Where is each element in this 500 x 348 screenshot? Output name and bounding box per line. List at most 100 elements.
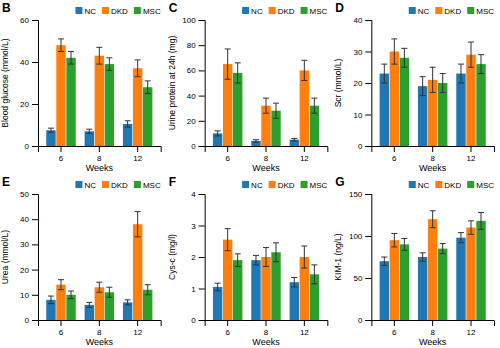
error-bar xyxy=(86,302,92,307)
y-tick: 40 xyxy=(187,92,205,101)
error-cap xyxy=(235,253,241,254)
axis-line xyxy=(32,21,39,147)
error-bar xyxy=(145,81,151,94)
error-bar xyxy=(125,121,131,127)
tick-label: 12 xyxy=(300,328,309,337)
tick-label: 2 xyxy=(191,253,196,262)
y-tick: 40 xyxy=(353,16,371,25)
x-axis: 6812 xyxy=(39,146,162,163)
tick-mark xyxy=(137,320,138,326)
error-bar xyxy=(225,229,231,251)
axis-line xyxy=(39,147,162,153)
y-axis-title: Scr (mmol/L) xyxy=(333,59,343,108)
error-cap xyxy=(301,80,307,81)
error-cap xyxy=(458,64,464,65)
y-tick: 20 xyxy=(187,117,205,126)
error-bar xyxy=(235,254,241,267)
tick-label: 1 xyxy=(191,285,196,294)
y-tick: 0 xyxy=(358,316,371,325)
error-cap xyxy=(253,255,259,256)
legend-label: DKD xyxy=(278,181,295,190)
y-tick: 4 xyxy=(191,190,204,199)
error-line xyxy=(61,280,62,290)
x-tick: 12 xyxy=(300,320,309,337)
error-bar xyxy=(311,265,317,284)
tick-label: 6 xyxy=(59,328,64,337)
y-tick: 40 xyxy=(20,215,38,224)
error-cap xyxy=(58,279,64,280)
tick-label: 8 xyxy=(97,328,102,337)
x-tick: 12 xyxy=(467,320,476,337)
tick-mark xyxy=(266,320,267,326)
panel: 6812010203040DScr (mmol/L)WeeksNCDKDMSC xyxy=(333,1,494,173)
error-cap xyxy=(263,113,269,114)
x-axis: 6812 xyxy=(205,320,328,337)
x-tick: 12 xyxy=(133,320,142,337)
legend-item: MSC xyxy=(134,181,161,190)
tick-mark xyxy=(365,320,371,321)
tick-label: 10 xyxy=(353,111,362,120)
tick-label: 10 xyxy=(20,291,29,300)
error-cap xyxy=(468,42,474,43)
tick-mark xyxy=(365,236,371,237)
error-cap xyxy=(263,266,269,267)
tick-mark xyxy=(199,20,205,21)
axis-line xyxy=(205,321,328,327)
panel-title: B xyxy=(2,1,11,15)
tick-mark xyxy=(32,295,38,296)
error-cap xyxy=(68,298,74,299)
error-line xyxy=(471,221,472,234)
error-line xyxy=(404,48,405,67)
error-cap xyxy=(125,120,131,121)
legend-label: MSC xyxy=(476,7,494,16)
error-line xyxy=(227,229,228,251)
y-tick: 1 xyxy=(191,285,204,294)
x-axis: 6812 xyxy=(372,146,495,163)
y-tick: 0 xyxy=(191,142,204,151)
y-tick: 50 xyxy=(20,190,38,199)
tick-mark xyxy=(199,121,205,122)
error-bar xyxy=(440,74,446,93)
bar xyxy=(380,74,389,146)
error-cap xyxy=(263,98,269,99)
legend-item: NC xyxy=(242,7,263,16)
legend-item: DKD xyxy=(102,181,128,190)
bar xyxy=(123,124,132,146)
tick-mark xyxy=(199,320,205,321)
error-bar xyxy=(253,140,259,143)
tick-mark xyxy=(32,194,38,195)
error-bar xyxy=(58,280,64,290)
tick-mark xyxy=(32,62,38,63)
legend-swatch xyxy=(435,181,442,188)
tick-mark xyxy=(199,257,205,258)
legend-item: MSC xyxy=(467,7,494,16)
series xyxy=(233,243,319,320)
tick-mark xyxy=(365,194,371,195)
error-line xyxy=(71,52,72,65)
tick-mark xyxy=(471,320,472,326)
tick-mark xyxy=(199,226,205,227)
y-tick: 80 xyxy=(187,41,205,50)
series xyxy=(66,285,152,320)
series xyxy=(223,49,309,146)
y-tick: 30 xyxy=(353,48,371,57)
x-tick: 8 xyxy=(430,146,435,163)
legend-item: MSC xyxy=(134,7,161,16)
error-cap xyxy=(468,234,474,235)
tick-mark xyxy=(32,320,38,321)
error-cap xyxy=(253,264,259,265)
panel: 681201234FCys-c (mg/l)WeeksNCDKDMSC xyxy=(167,175,328,347)
error-bar xyxy=(96,47,102,64)
bar xyxy=(133,224,142,320)
panel: 6812020406080100CUrine protein at 24h (m… xyxy=(167,1,328,173)
error-cap xyxy=(125,299,131,300)
x-axis-title: Weeks xyxy=(86,163,114,173)
bar xyxy=(56,45,65,146)
x-axis: 6 8 12 xyxy=(39,320,162,337)
error-cap xyxy=(458,83,464,84)
legend-item: DKD xyxy=(102,7,128,16)
tick-mark xyxy=(227,146,228,152)
figure: 68120204060BBlood glucose (mmol/L)WeeksN… xyxy=(0,0,500,348)
error-cap xyxy=(391,38,397,39)
error-line xyxy=(394,233,395,246)
